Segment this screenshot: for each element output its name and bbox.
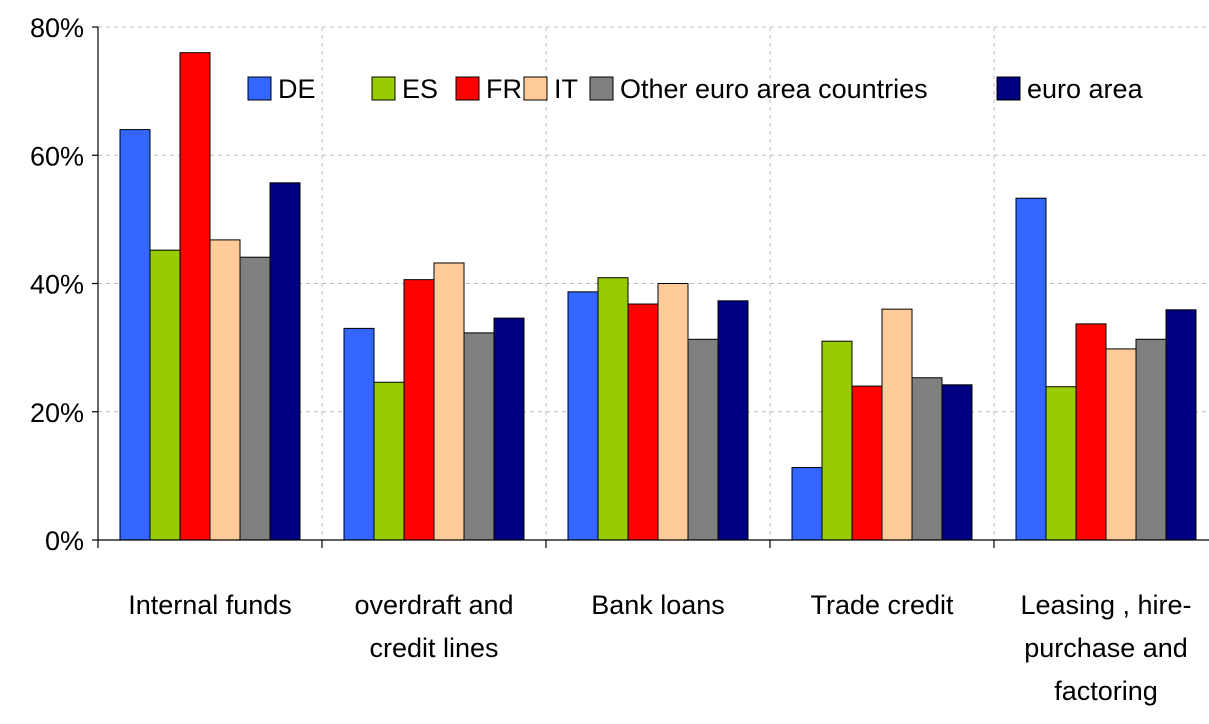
x-category-label: purchase and xyxy=(1024,633,1188,663)
legend-label: Other euro area countries xyxy=(620,74,928,104)
bar-other-euro-area-countries xyxy=(911,377,943,541)
bar-other-euro-area-countries xyxy=(687,338,719,541)
bar-es xyxy=(1045,386,1077,541)
y-tick-label: 0% xyxy=(45,526,84,556)
x-category-label: credit lines xyxy=(369,633,498,663)
bar-fr xyxy=(1075,323,1107,541)
legend-swatch xyxy=(589,76,614,101)
y-tick-label: 60% xyxy=(30,141,84,171)
legend-label: DE xyxy=(278,74,316,104)
x-category-label: Bank loans xyxy=(591,590,725,620)
legend-swatch xyxy=(247,76,272,101)
legend-label: FR xyxy=(486,74,522,104)
bar-de xyxy=(567,291,599,541)
x-category-label: Leasing , hire- xyxy=(1020,590,1191,620)
bar-other-euro-area-countries xyxy=(239,256,271,541)
bar-it xyxy=(1105,348,1137,541)
bar-fr xyxy=(179,52,211,541)
y-tick-label: 40% xyxy=(30,270,84,300)
axes: 0% 20% 40% 60% 80% Internal funds overdraft an… xyxy=(30,13,1209,706)
bar-de xyxy=(343,327,375,541)
x-category-label: Trade credit xyxy=(810,590,954,620)
bar-fr xyxy=(851,385,883,541)
legend-swatch xyxy=(371,76,396,101)
bar-it xyxy=(881,308,913,541)
legend-label: IT xyxy=(554,74,578,104)
bar-it xyxy=(657,283,689,541)
x-category-label: Internal funds xyxy=(128,590,292,620)
bar-es xyxy=(821,340,853,541)
bar-euro-area xyxy=(493,317,525,541)
legend-swatch xyxy=(996,76,1021,101)
x-category-label: factoring xyxy=(1054,676,1158,706)
bars xyxy=(119,52,1197,541)
legend: DE ES FR IT Other euro area countries euro ar… xyxy=(247,74,1144,104)
legend-swatch xyxy=(455,76,480,101)
legend-label: ES xyxy=(402,74,438,104)
bar-it xyxy=(209,239,241,541)
bar-other-euro-area-countries xyxy=(1135,338,1167,541)
bar-fr xyxy=(627,303,659,541)
bar-de xyxy=(1015,197,1047,541)
bar-es xyxy=(373,381,405,541)
bar-it xyxy=(433,262,465,541)
bar-de xyxy=(791,467,823,541)
bar-es xyxy=(597,277,629,541)
bar-fr xyxy=(403,279,435,541)
legend-swatch xyxy=(523,76,548,101)
bar-euro-area xyxy=(1165,309,1197,541)
bar-euro-area xyxy=(269,182,301,541)
y-tick-label: 80% xyxy=(30,13,84,43)
bar-de xyxy=(119,129,151,541)
bar-euro-area xyxy=(717,300,749,541)
x-category-label: overdraft and xyxy=(354,590,513,620)
legend-label: euro area xyxy=(1027,74,1144,104)
y-tick-label: 20% xyxy=(30,398,84,428)
bar-euro-area xyxy=(941,384,973,541)
bar-other-euro-area-countries xyxy=(463,332,495,541)
bar-es xyxy=(149,249,181,541)
